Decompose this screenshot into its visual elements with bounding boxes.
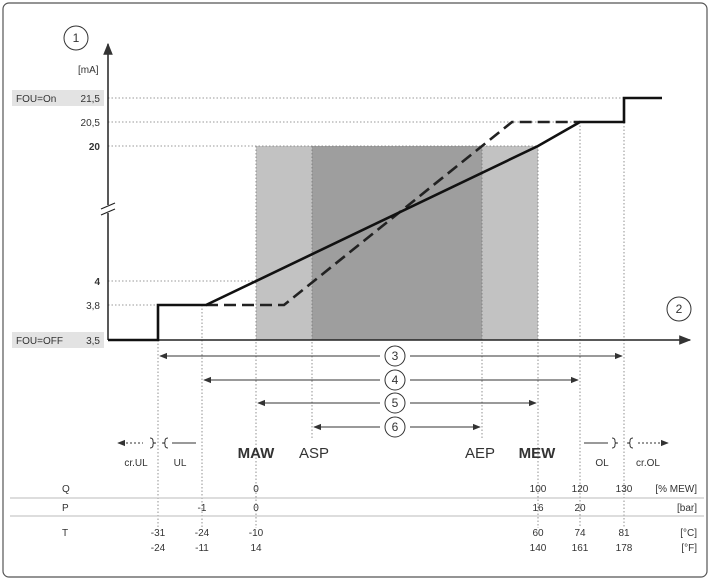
svg-text:[% MEW]: [% MEW] bbox=[655, 484, 697, 495]
row-label-q: Q bbox=[62, 484, 70, 495]
svg-text:2: 2 bbox=[676, 302, 683, 316]
range-mew-dark bbox=[482, 146, 538, 340]
values-table: Q 0 100 120 130 [% MEW] P -1 0 16 20 [ba… bbox=[10, 484, 704, 554]
svg-text:100: 100 bbox=[530, 484, 547, 495]
y-unit: [mA] bbox=[78, 65, 99, 76]
svg-text:[°C]: [°C] bbox=[680, 528, 697, 539]
svg-text:-24: -24 bbox=[151, 543, 166, 554]
output-curve-solid bbox=[108, 96, 662, 342]
svg-text:6: 6 bbox=[392, 420, 399, 434]
label-asp: ASP bbox=[299, 445, 329, 462]
svg-text:74: 74 bbox=[574, 528, 586, 539]
y-label-20-5: 20,5 bbox=[81, 118, 101, 129]
row-label-p: P bbox=[62, 503, 69, 514]
y-label-fou-on: FOU=On bbox=[16, 94, 56, 105]
svg-text:1: 1 bbox=[73, 31, 80, 45]
diagram-frame bbox=[2, 2, 708, 578]
svg-text:0: 0 bbox=[253, 484, 259, 495]
svg-text:cr.OL: cr.OL bbox=[636, 458, 660, 469]
label-mew: MEW bbox=[519, 445, 557, 462]
svg-text:-31: -31 bbox=[151, 528, 166, 539]
svg-text:UL: UL bbox=[174, 458, 187, 469]
y-axis-break bbox=[100, 202, 116, 216]
range-asp-aep-dark bbox=[312, 146, 482, 340]
range-5: 5 bbox=[257, 392, 537, 414]
svg-text:-1: -1 bbox=[198, 503, 207, 514]
y-label-3-8: 3,8 bbox=[86, 301, 100, 312]
svg-text:3: 3 bbox=[392, 349, 399, 363]
y-axis-marker: 1 bbox=[63, 25, 89, 51]
svg-text:-24: -24 bbox=[195, 528, 210, 539]
ul-bracket: UL bbox=[161, 437, 196, 469]
row-label-t: T bbox=[62, 528, 68, 539]
range-3: 3 bbox=[159, 345, 623, 367]
ol-bracket: OL bbox=[584, 437, 619, 469]
y-label-4: 4 bbox=[94, 277, 100, 288]
svg-text:161: 161 bbox=[572, 543, 589, 554]
fou-on-highlight bbox=[12, 90, 104, 106]
svg-text:16: 16 bbox=[532, 503, 544, 514]
svg-text:60: 60 bbox=[532, 528, 544, 539]
label-aep: AEP bbox=[465, 445, 495, 462]
svg-text:178: 178 bbox=[616, 543, 633, 554]
y-label-20: 20 bbox=[89, 142, 101, 153]
svg-text:5: 5 bbox=[392, 396, 399, 410]
x-axis-marker: 2 bbox=[666, 296, 692, 322]
svg-text:4: 4 bbox=[392, 373, 399, 387]
svg-text:[°F]: [°F] bbox=[681, 543, 697, 554]
svg-text:0: 0 bbox=[253, 503, 259, 514]
svg-text:[bar]: [bar] bbox=[677, 503, 697, 514]
svg-text:OL: OL bbox=[595, 458, 609, 469]
range-4: 4 bbox=[203, 369, 579, 391]
svg-text:130: 130 bbox=[616, 484, 633, 495]
svg-text:-10: -10 bbox=[249, 528, 264, 539]
label-maw: MAW bbox=[238, 445, 276, 462]
y-label-fou-off: FOU=OFF bbox=[16, 336, 63, 347]
fou-off-highlight bbox=[12, 332, 104, 348]
cr-ul-bracket: cr.UL bbox=[117, 437, 157, 469]
svg-text:120: 120 bbox=[572, 484, 589, 495]
vertical-guides bbox=[157, 98, 625, 528]
y-label-21-5: 21,5 bbox=[81, 94, 101, 105]
cr-ol-bracket: cr.OL bbox=[626, 437, 669, 469]
svg-text:cr.UL: cr.UL bbox=[124, 458, 148, 469]
svg-text:14: 14 bbox=[250, 543, 262, 554]
svg-text:-11: -11 bbox=[195, 543, 209, 554]
svg-text:81: 81 bbox=[618, 528, 630, 539]
range-6: 6 bbox=[313, 416, 481, 438]
svg-text:20: 20 bbox=[574, 503, 586, 514]
y-label-3-5: 3,5 bbox=[86, 336, 100, 347]
svg-text:140: 140 bbox=[530, 543, 547, 554]
